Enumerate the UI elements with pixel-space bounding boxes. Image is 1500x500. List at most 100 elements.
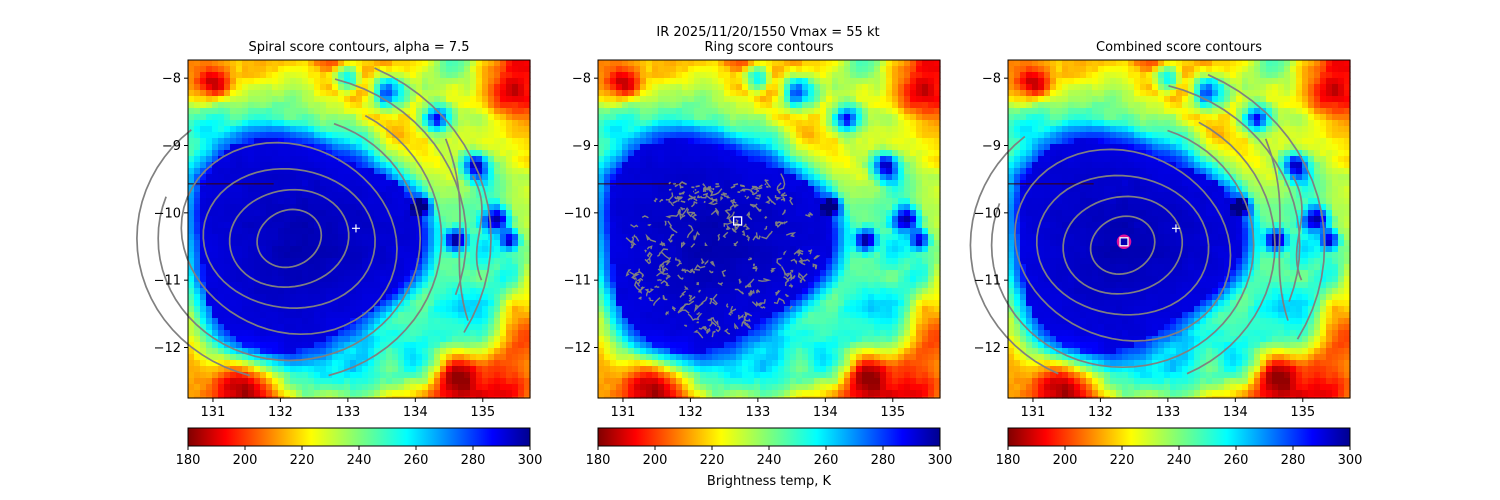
x-tick-label: 132 xyxy=(1088,405,1113,420)
ring-contour-fragment xyxy=(781,265,790,276)
ring-contour-fragment xyxy=(733,241,739,247)
ring-contour-fragment xyxy=(668,233,675,240)
ring-contour-fragment xyxy=(744,278,755,289)
ring-contour-fragment xyxy=(757,235,761,240)
colorbar-tick-label: 280 xyxy=(461,453,486,468)
panel-title: Combined score contours xyxy=(1096,40,1262,55)
ring-contour-fragment xyxy=(636,277,644,285)
colorbar-tick-label: 300 xyxy=(928,453,953,468)
ring-contour-fragment xyxy=(659,198,664,203)
ring-contour-fragment xyxy=(744,195,747,198)
ring-contour-fragment xyxy=(656,279,663,282)
ring-contour-fragment xyxy=(725,224,731,230)
spiral-arc xyxy=(990,129,1255,369)
ring-contour-fragment xyxy=(662,294,668,301)
ring-contour-fragment xyxy=(673,182,677,185)
contour-overlay xyxy=(136,67,492,377)
ring-contour-fragment xyxy=(667,238,673,243)
outer-band-contour xyxy=(1264,138,1289,321)
ring-contour-fragment xyxy=(690,195,697,201)
x-tick-label: 131 xyxy=(1021,405,1046,420)
ring-contour-fragment xyxy=(658,269,669,275)
ring-contour-fragment xyxy=(686,224,694,238)
heatmap-1 xyxy=(598,60,941,399)
x-tick-label: 132 xyxy=(268,405,293,420)
colorbar-tick-label: 200 xyxy=(643,453,668,468)
y-tick-label: −8 xyxy=(572,72,591,87)
ring-contour-fragment xyxy=(744,311,753,319)
ring-contour-fragment xyxy=(712,198,718,202)
closed-contour xyxy=(1062,195,1184,295)
ring-contour-fragment xyxy=(720,193,726,196)
x-tick-label: 133 xyxy=(1155,405,1180,420)
ring-contour-fragment xyxy=(693,264,706,271)
axes-frame xyxy=(187,59,531,399)
ring-contour-fragment xyxy=(812,263,818,270)
outer-band-contour xyxy=(1291,175,1303,281)
x-tick-label: 132 xyxy=(678,405,703,420)
ring-contour-fragment xyxy=(774,195,782,201)
ring-contour-fragment xyxy=(646,245,653,250)
ring-contour-fragment xyxy=(773,297,786,305)
ring-contour-fragment xyxy=(697,195,700,198)
ring-contour-fragment xyxy=(740,188,745,192)
ring-contour-fragment xyxy=(788,283,794,289)
ring-contour-fragment xyxy=(634,279,641,291)
ring-contour-fragment xyxy=(665,192,674,201)
ring-contour-fragment xyxy=(658,261,666,270)
ring-contour-fragment xyxy=(679,290,687,298)
ring-contour-fragment xyxy=(630,224,639,228)
ring-contour-fragment xyxy=(790,274,796,282)
ring-contour-fragment xyxy=(797,272,808,280)
ring-contour-fragment xyxy=(672,199,678,204)
ring-contour-fragment xyxy=(764,225,768,230)
ring-contour-fragment xyxy=(751,301,763,308)
x-tick-label: 135 xyxy=(880,405,905,420)
ring-contour-fragment xyxy=(805,211,814,218)
ring-contour-fragment xyxy=(665,310,669,316)
ring-contour-fragment xyxy=(752,266,758,272)
ring-contour-fragment xyxy=(770,200,777,206)
ring-contour-fragment xyxy=(712,317,719,327)
ring-contour-fragment xyxy=(774,221,784,228)
ring-contour-fragment xyxy=(693,230,700,241)
ring-contour-fragment xyxy=(689,268,695,274)
ring-contour-fragment xyxy=(793,248,804,255)
ring-contour-fragment xyxy=(644,257,652,265)
heatmap-2 xyxy=(1008,60,1351,399)
ring-contour-fragment xyxy=(781,209,786,216)
ring-contour-fragment xyxy=(679,209,686,221)
y-tick-label: −12 xyxy=(564,341,591,356)
ring-contour-fragment xyxy=(704,241,708,247)
ring-contour-fragment xyxy=(677,207,689,217)
ring-contour-fragment xyxy=(688,211,698,221)
ring-contour-fragment xyxy=(709,188,723,197)
ring-contour-fragment xyxy=(665,283,670,287)
ring-contour-fragment xyxy=(776,257,783,267)
ring-contour-fragment xyxy=(678,197,683,201)
ring-contour-fragment xyxy=(694,188,697,191)
y-tick-label: −12 xyxy=(974,341,1001,356)
closed-contour xyxy=(256,208,323,269)
ring-contour-fragment xyxy=(749,289,755,294)
colorbar-tick-label: 260 xyxy=(1224,453,1249,468)
ring-contour-fragment xyxy=(730,305,734,315)
ring-contour-fragment xyxy=(647,254,650,258)
ring-contour-fragment xyxy=(745,234,750,242)
closed-contour xyxy=(1089,215,1156,275)
ring-contour-fragment xyxy=(664,220,667,226)
ring-contour-fragment xyxy=(798,257,806,266)
ring-contour-fragment xyxy=(665,210,681,219)
spiral-arc xyxy=(374,67,492,333)
colorbar-tick-label: 260 xyxy=(404,453,429,468)
ring-contour-fragment xyxy=(691,200,698,208)
ring-contour-fragment xyxy=(644,288,655,294)
ring-contour-fragment xyxy=(745,195,750,200)
ring-contour-fragment xyxy=(765,185,769,189)
ring-contour-fragment xyxy=(722,231,729,239)
ring-contour-fragment xyxy=(660,248,670,260)
ring-contour-fragment xyxy=(711,191,714,194)
y-tick-label: −8 xyxy=(162,72,181,87)
ring-contour-fragment xyxy=(760,306,766,309)
closed-contour xyxy=(1035,174,1210,316)
